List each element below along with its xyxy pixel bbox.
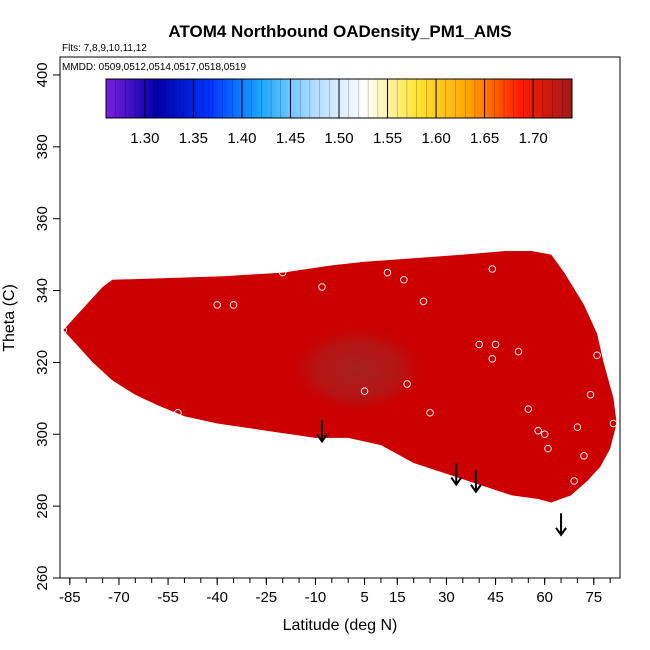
sample-point xyxy=(419,297,428,306)
sample-point xyxy=(174,408,182,417)
density-core xyxy=(285,322,431,417)
sample-point xyxy=(98,276,107,284)
sample-point xyxy=(570,477,578,485)
arrow-head xyxy=(470,484,482,494)
y-tick-label: 400 xyxy=(34,62,51,87)
y-axis-title: Theta (C) xyxy=(1,284,18,352)
colorbar-tick-label: 1.30 xyxy=(130,130,159,147)
sample-point xyxy=(491,340,500,349)
colorbar-tick-label: 1.70 xyxy=(519,130,548,147)
colorbar-tick-label: 1.35 xyxy=(179,130,208,147)
x-tick-label: 75 xyxy=(585,589,602,606)
sample-point xyxy=(544,444,552,453)
y-tick-label: 260 xyxy=(34,565,51,590)
x-tick-label: 60 xyxy=(536,589,553,606)
x-tick-label: 5 xyxy=(360,589,368,606)
sample-point xyxy=(527,498,536,507)
sample-point xyxy=(229,301,238,309)
x-tick-label: -55 xyxy=(157,589,179,606)
colorbar-tick-label: 1.40 xyxy=(227,130,256,147)
colorbar: 1.30 1.35 1.40 1.45 1.50 1.55 1.60 1.65 1.70 xyxy=(105,78,573,147)
sample-point xyxy=(580,452,588,460)
arrow-head xyxy=(316,433,328,444)
sample-point xyxy=(488,355,497,363)
y-tick-label: 340 xyxy=(34,278,51,303)
sample-point xyxy=(403,380,411,388)
x-tick-label: -25 xyxy=(255,589,277,606)
sample-point xyxy=(586,391,595,399)
colorbar-tick-label: 1.50 xyxy=(324,130,353,147)
y-tick-label: 360 xyxy=(34,206,51,231)
y-tick-label: 320 xyxy=(34,350,51,375)
sample-point xyxy=(524,405,533,413)
plot-frame xyxy=(59,56,621,579)
colorbar-tick-label: 1.60 xyxy=(421,130,450,147)
colorbar-tick-label: 1.45 xyxy=(276,130,305,147)
sample-point xyxy=(360,387,369,395)
chart-title: ATOM4 Northbound OADensity_PM1_AMS xyxy=(168,22,511,41)
y-tick-label: 300 xyxy=(34,422,51,447)
sample-point xyxy=(514,347,523,356)
sample-point xyxy=(318,283,326,291)
y-tick-label: 280 xyxy=(34,494,51,519)
flights-note: Flts: 7,8,9,10,11,12 xyxy=(62,43,147,54)
sample-point xyxy=(383,268,392,277)
colorbar-tick-label: 1.55 xyxy=(373,130,402,147)
y-tick-label: 380 xyxy=(34,134,51,159)
sample-point xyxy=(213,301,221,309)
dates-note: MMDD: 0509,0512,0514,0517,0518,0519 xyxy=(62,62,246,73)
sample-point xyxy=(593,351,601,359)
sample-point xyxy=(475,340,483,349)
x-tick-label: 15 xyxy=(389,589,406,606)
sample-point xyxy=(390,455,398,464)
sample-point xyxy=(540,430,549,439)
sample-point xyxy=(278,268,287,277)
x-tick-label: -70 xyxy=(108,589,130,606)
colorbar-tick-label: 1.65 xyxy=(470,130,499,147)
sample-point xyxy=(573,423,582,431)
x-tick-label: 30 xyxy=(438,589,455,606)
sample-point xyxy=(609,419,618,428)
sample-point xyxy=(488,265,497,273)
x-tick-label: -40 xyxy=(206,589,228,606)
sample-point xyxy=(400,276,408,284)
x-tick-label: -85 xyxy=(59,589,81,606)
x-tick-label: 45 xyxy=(487,589,504,606)
x-axis-title: Latitude (deg N) xyxy=(283,617,398,634)
x-tick-label: -10 xyxy=(305,589,327,606)
sample-point xyxy=(426,408,434,417)
plot-area: -85 -70 -55 -40 -25 -10 5 15 30 45 60 75 260 280 300 32… xyxy=(34,56,621,606)
colorbar-frame xyxy=(105,78,573,119)
sample-point xyxy=(534,426,542,435)
sample-point xyxy=(373,452,382,460)
arrow-head xyxy=(555,527,567,537)
arrow-head xyxy=(450,476,463,487)
